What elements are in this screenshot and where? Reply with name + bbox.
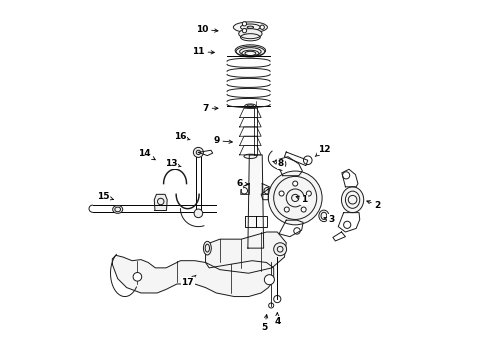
Circle shape xyxy=(277,159,286,168)
Circle shape xyxy=(279,191,284,196)
Text: 9: 9 xyxy=(213,136,232,145)
Text: 6: 6 xyxy=(237,179,248,188)
Text: 3: 3 xyxy=(324,215,334,224)
Polygon shape xyxy=(248,155,264,248)
Ellipse shape xyxy=(113,206,122,213)
Text: 11: 11 xyxy=(192,47,215,56)
Text: 7: 7 xyxy=(202,104,218,113)
Text: 12: 12 xyxy=(315,145,330,157)
Polygon shape xyxy=(112,255,274,297)
Polygon shape xyxy=(205,232,286,273)
Text: 16: 16 xyxy=(174,132,190,141)
Circle shape xyxy=(269,171,322,225)
Text: 2: 2 xyxy=(367,201,381,210)
Text: 4: 4 xyxy=(274,313,280,326)
Circle shape xyxy=(306,191,311,196)
Text: 13: 13 xyxy=(165,159,181,168)
Text: 8: 8 xyxy=(273,159,284,168)
Text: 10: 10 xyxy=(196,25,218,34)
Circle shape xyxy=(301,207,306,212)
Circle shape xyxy=(243,28,246,33)
Ellipse shape xyxy=(203,241,211,255)
Circle shape xyxy=(284,207,289,212)
Ellipse shape xyxy=(239,29,262,39)
Ellipse shape xyxy=(233,22,268,33)
Text: 15: 15 xyxy=(97,192,113,201)
Ellipse shape xyxy=(319,210,329,222)
Circle shape xyxy=(293,181,298,186)
Circle shape xyxy=(265,275,274,285)
Circle shape xyxy=(260,25,265,30)
Circle shape xyxy=(133,273,142,281)
Circle shape xyxy=(194,209,203,218)
Text: 14: 14 xyxy=(138,149,155,160)
Text: 17: 17 xyxy=(181,275,196,287)
Ellipse shape xyxy=(342,187,364,213)
Circle shape xyxy=(274,296,281,303)
Text: 1: 1 xyxy=(296,195,307,204)
Circle shape xyxy=(194,147,203,157)
Ellipse shape xyxy=(236,46,265,57)
Circle shape xyxy=(243,22,246,26)
Text: 5: 5 xyxy=(262,315,268,332)
Polygon shape xyxy=(154,194,167,211)
Circle shape xyxy=(303,156,312,165)
Circle shape xyxy=(274,243,287,256)
